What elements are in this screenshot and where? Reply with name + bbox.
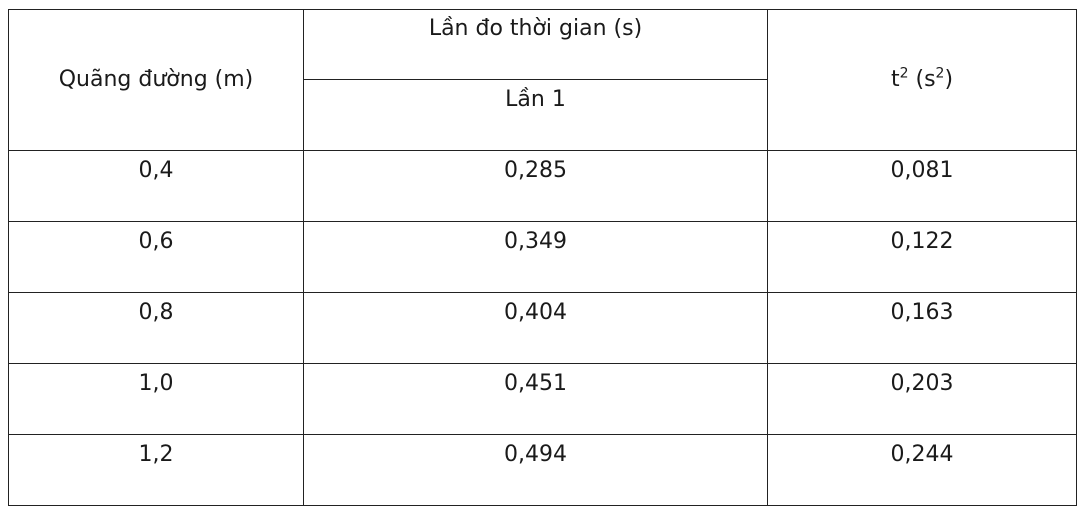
cell-time: 0,285 [303, 150, 768, 222]
table-row: 1,2 0,494 0,244 [8, 434, 1077, 506]
cell-t-squared: 0,081 [767, 150, 1077, 222]
cell-time: 0,451 [303, 363, 768, 435]
table-row: 1,0 0,451 0,203 [8, 363, 1077, 435]
header-distance: Quãng đường (m) [8, 9, 304, 151]
header-row-top: Quãng đường (m) Lần đo thời gian (s) t2 … [8, 9, 1077, 151]
cell-t-squared: 0,163 [767, 292, 1077, 364]
cell-time: 0,494 [303, 434, 768, 506]
t-squared-exp: 2 [899, 65, 909, 82]
t-squared-unit-exp: 2 [935, 65, 945, 82]
header-t-squared: t2 (s2) [767, 9, 1077, 151]
t-squared-unit-close: ) [944, 67, 954, 92]
header-trial-1: Lần 1 [303, 79, 768, 151]
header-time-group: Lần đo thời gian (s) [303, 9, 768, 80]
cell-distance: 1,0 [8, 363, 304, 435]
table-row: 0,4 0,285 0,081 [8, 150, 1077, 222]
table-row: 0,8 0,404 0,163 [8, 292, 1077, 364]
cell-distance: 0,4 [8, 150, 304, 222]
measurement-table: Quãng đường (m) Lần đo thời gian (s) t2 … [8, 9, 1077, 506]
cell-distance: 1,2 [8, 434, 304, 506]
header-row-bottom: Lần 1 [9, 79, 1077, 151]
cell-distance: 0,8 [8, 292, 304, 364]
cell-t-squared: 0,203 [767, 363, 1077, 435]
table-row: 0,6 0,349 0,122 [8, 221, 1077, 293]
cell-t-squared: 0,122 [767, 221, 1077, 293]
cell-time: 0,404 [303, 292, 768, 364]
cell-t-squared: 0,244 [767, 434, 1077, 506]
cell-time: 0,349 [303, 221, 768, 293]
cell-distance: 0,6 [8, 221, 304, 293]
t-squared-unit-open: (s [908, 67, 936, 92]
t-squared-base: t [890, 67, 900, 92]
